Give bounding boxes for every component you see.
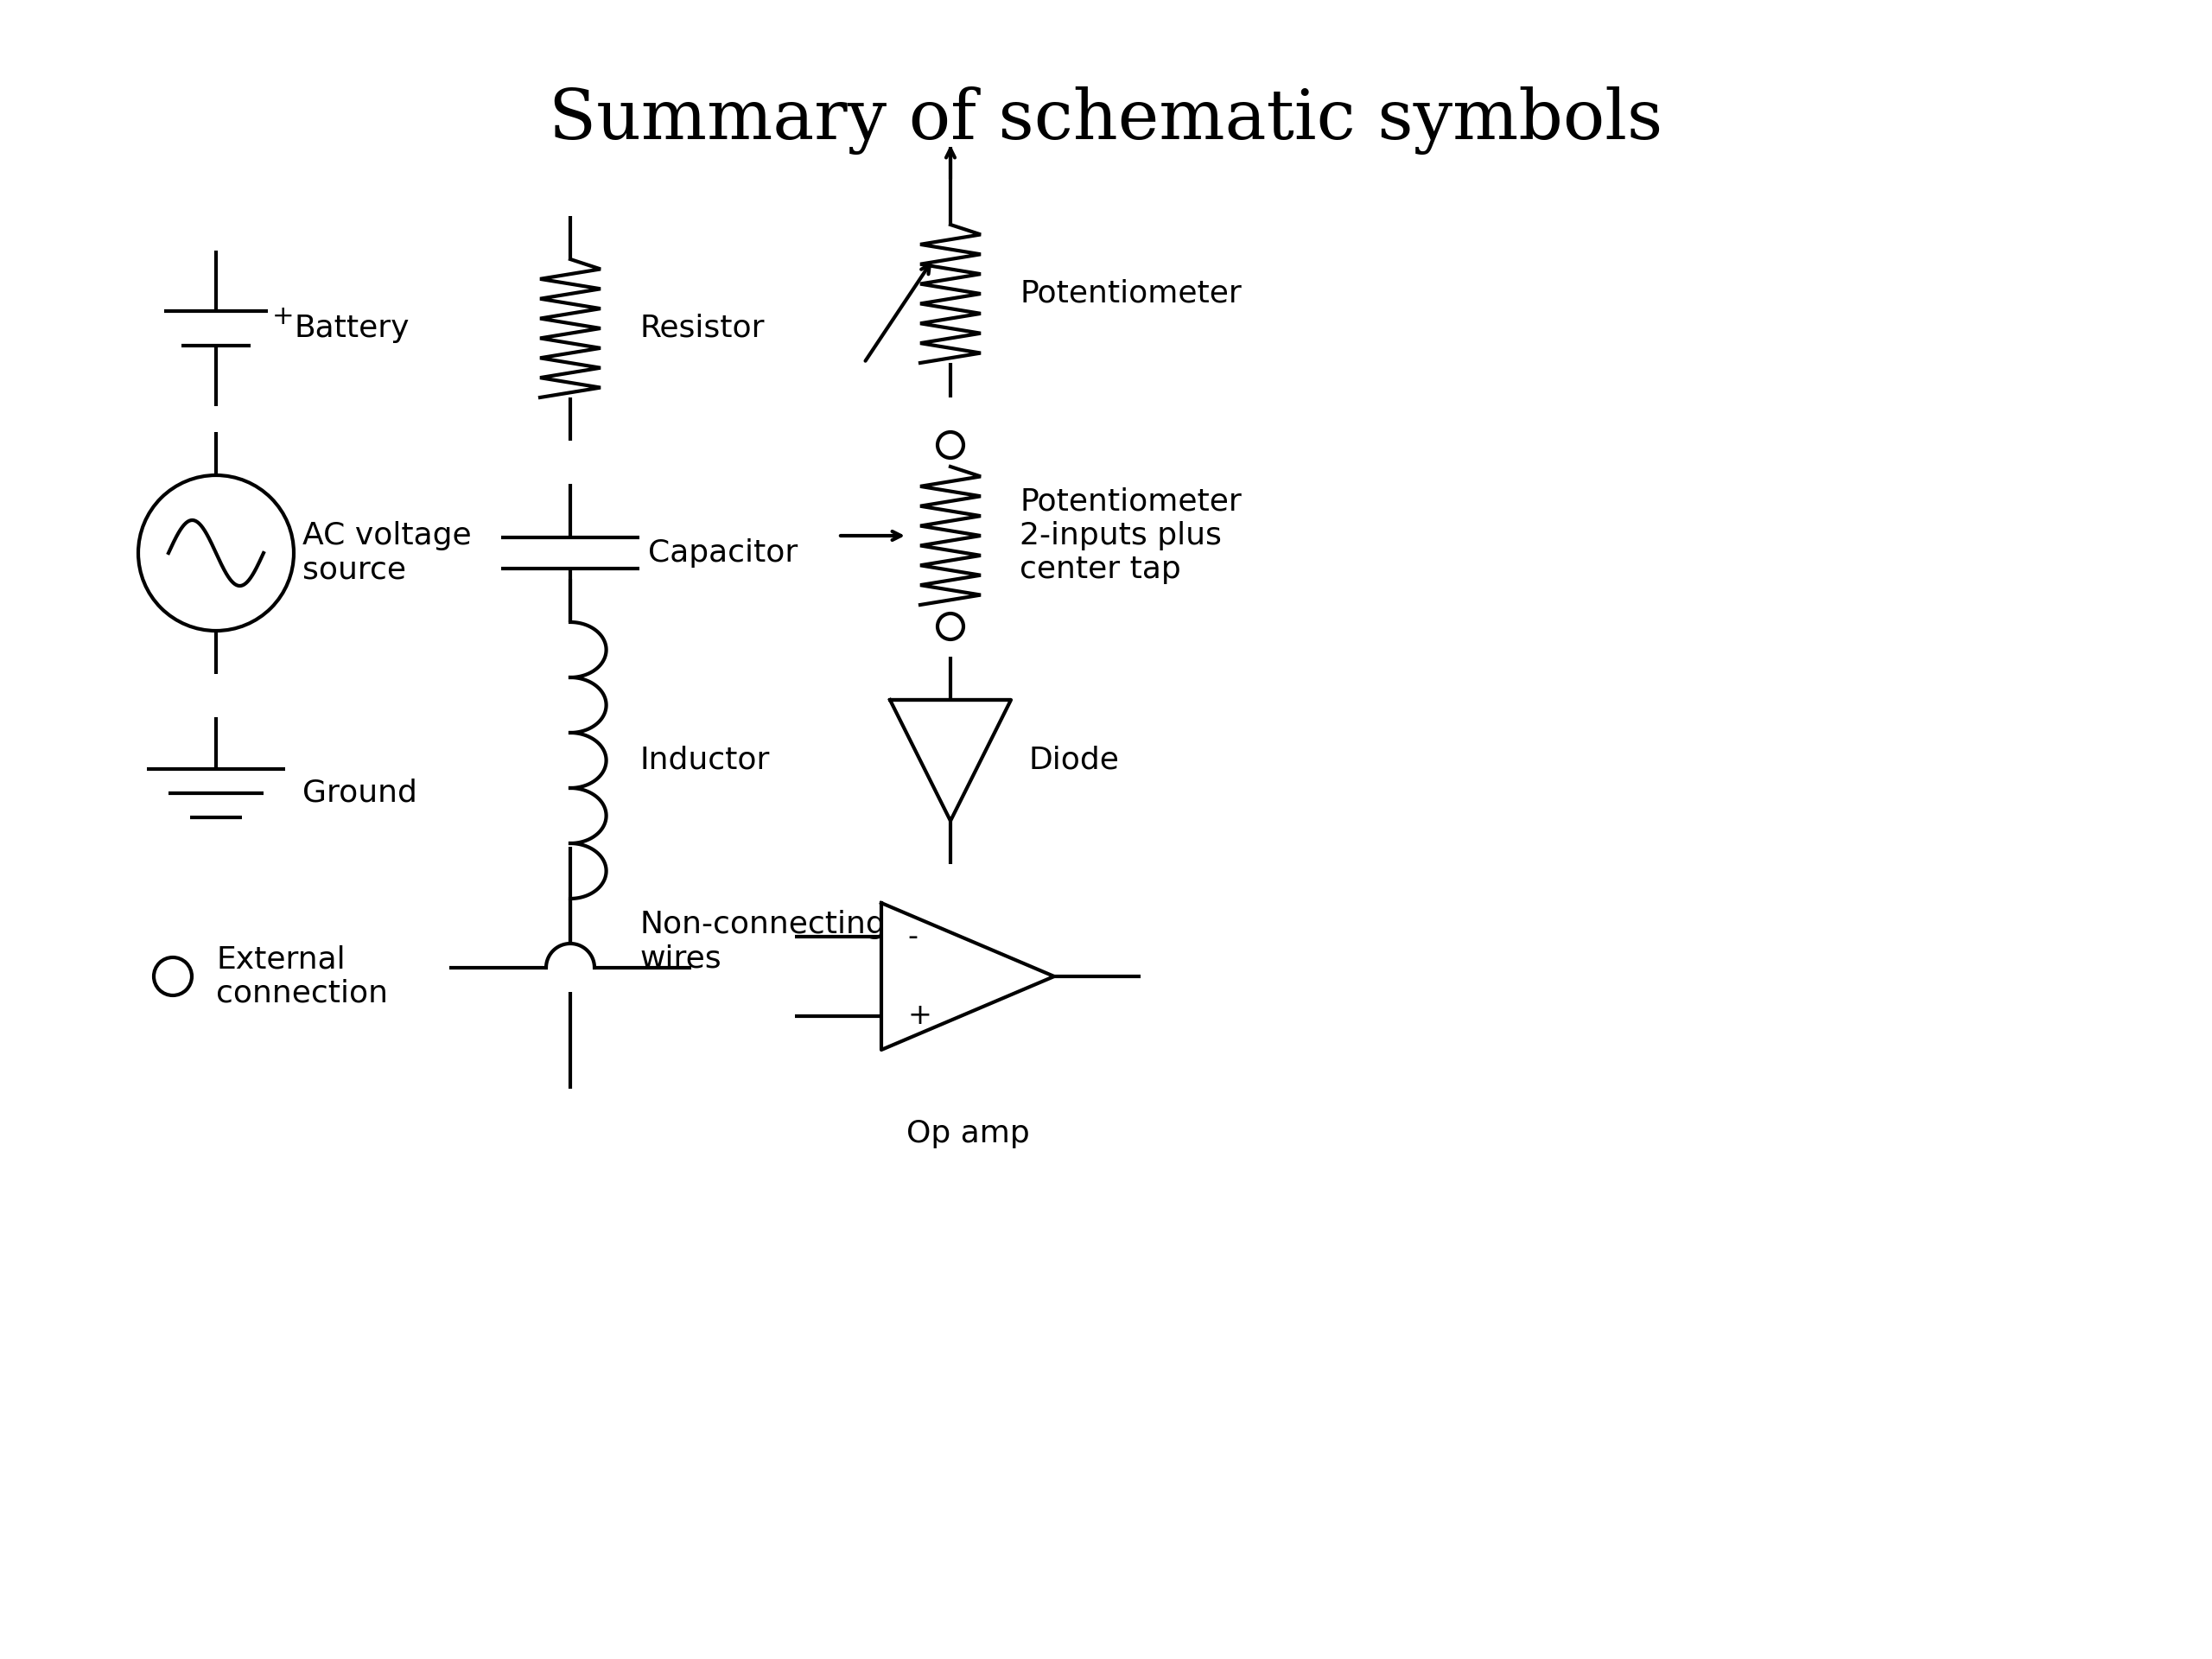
- Text: +: +: [272, 304, 294, 328]
- Text: Resistor: Resistor: [639, 314, 765, 343]
- Text: Non-connecting
wires: Non-connecting wires: [639, 911, 885, 974]
- Text: Op amp: Op amp: [907, 1118, 1029, 1148]
- Text: Inductor: Inductor: [639, 745, 770, 775]
- Text: AC voltage
source: AC voltage source: [303, 521, 471, 584]
- Text: -: -: [907, 922, 918, 951]
- Text: Potentiometer: Potentiometer: [1020, 279, 1241, 309]
- Text: Capacitor: Capacitor: [648, 538, 799, 567]
- Text: Battery: Battery: [294, 314, 409, 343]
- Text: Potentiometer
2-inputs plus
center tap: Potentiometer 2-inputs plus center tap: [1020, 488, 1241, 584]
- Text: Ground: Ground: [303, 778, 418, 808]
- Text: Summary of schematic symbols: Summary of schematic symbols: [549, 86, 1663, 154]
- Text: Diode: Diode: [1029, 745, 1119, 775]
- Text: +: +: [907, 1002, 931, 1030]
- Text: External
connection: External connection: [217, 944, 387, 1009]
